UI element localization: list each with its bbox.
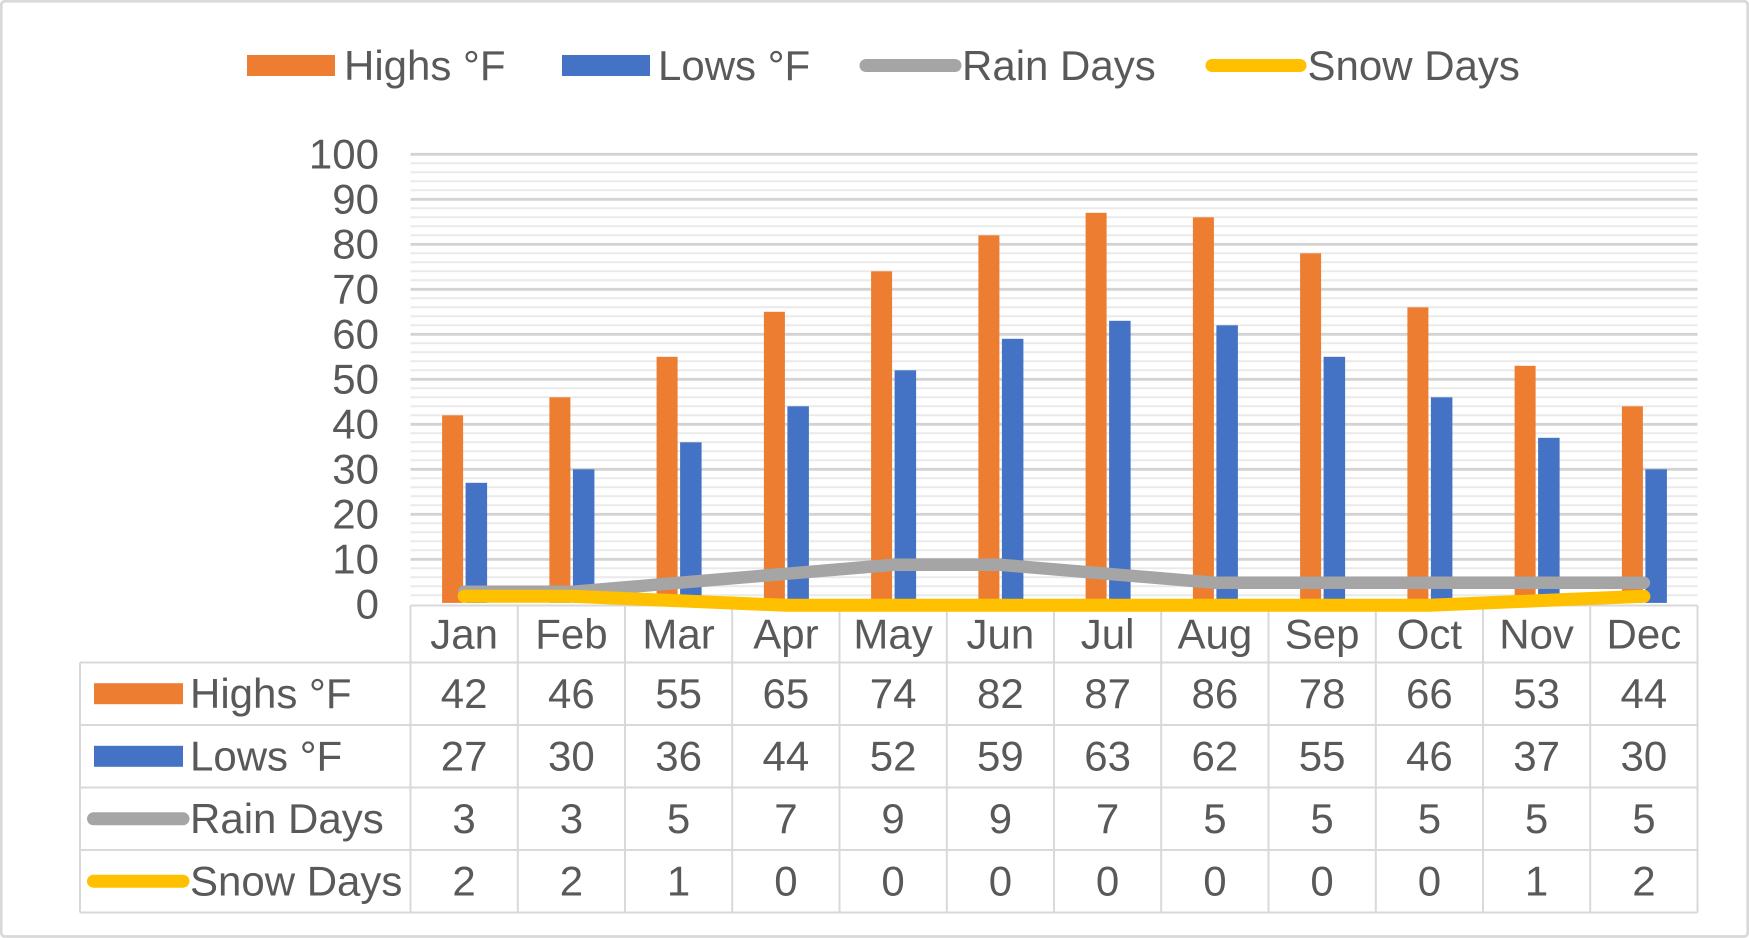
svg-text:30: 30 <box>332 446 379 493</box>
svg-text:10: 10 <box>332 536 379 583</box>
svg-text:Apr: Apr <box>753 610 818 657</box>
svg-text:1: 1 <box>1525 858 1548 905</box>
svg-text:9: 9 <box>881 795 904 842</box>
svg-text:50: 50 <box>332 356 379 403</box>
svg-text:42: 42 <box>441 670 488 717</box>
svg-text:0: 0 <box>1310 858 1333 905</box>
svg-text:Jan: Jan <box>430 610 498 657</box>
svg-text:65: 65 <box>763 670 810 717</box>
svg-text:Mar: Mar <box>642 610 714 657</box>
svg-text:Snow Days: Snow Days <box>190 858 402 905</box>
svg-text:9: 9 <box>989 795 1012 842</box>
svg-text:30: 30 <box>1621 733 1668 780</box>
svg-text:Snow Days: Snow Days <box>1308 42 1520 89</box>
svg-text:52: 52 <box>870 733 917 780</box>
svg-text:5: 5 <box>1632 795 1655 842</box>
svg-text:0: 0 <box>356 581 379 628</box>
svg-text:0: 0 <box>1203 858 1226 905</box>
svg-text:37: 37 <box>1513 733 1560 780</box>
svg-text:Rain Days: Rain Days <box>962 42 1156 89</box>
svg-text:55: 55 <box>1299 733 1346 780</box>
svg-text:5: 5 <box>667 795 690 842</box>
svg-text:Jun: Jun <box>967 610 1035 657</box>
svg-text:5: 5 <box>1203 795 1226 842</box>
svg-text:2: 2 <box>1632 858 1655 905</box>
svg-text:Oct: Oct <box>1397 610 1463 657</box>
svg-text:78: 78 <box>1299 670 1346 717</box>
svg-text:100: 100 <box>309 131 379 178</box>
svg-text:2: 2 <box>560 858 583 905</box>
svg-text:5: 5 <box>1525 795 1548 842</box>
svg-text:0: 0 <box>1096 858 1119 905</box>
svg-text:27: 27 <box>441 733 488 780</box>
svg-text:66: 66 <box>1406 670 1453 717</box>
svg-text:36: 36 <box>655 733 702 780</box>
svg-text:46: 46 <box>1406 733 1453 780</box>
svg-text:60: 60 <box>332 311 379 358</box>
svg-text:90: 90 <box>332 176 379 223</box>
svg-text:70: 70 <box>332 266 379 313</box>
svg-text:Feb: Feb <box>535 610 607 657</box>
svg-text:Lows °F: Lows °F <box>658 42 810 89</box>
svg-text:May: May <box>853 610 932 657</box>
svg-text:3: 3 <box>452 795 475 842</box>
svg-text:86: 86 <box>1192 670 1239 717</box>
svg-text:Nov: Nov <box>1499 610 1574 657</box>
svg-text:Jul: Jul <box>1081 610 1135 657</box>
svg-text:5: 5 <box>1310 795 1333 842</box>
svg-text:7: 7 <box>1096 795 1119 842</box>
svg-text:55: 55 <box>655 670 702 717</box>
svg-text:5: 5 <box>1418 795 1441 842</box>
svg-text:53: 53 <box>1513 670 1560 717</box>
svg-text:0: 0 <box>881 858 904 905</box>
svg-text:0: 0 <box>989 858 1012 905</box>
svg-text:63: 63 <box>1084 733 1131 780</box>
svg-text:59: 59 <box>977 733 1024 780</box>
svg-text:7: 7 <box>774 795 797 842</box>
svg-text:62: 62 <box>1192 733 1239 780</box>
svg-text:82: 82 <box>977 670 1024 717</box>
svg-text:46: 46 <box>548 670 595 717</box>
svg-text:Sep: Sep <box>1285 610 1360 657</box>
svg-text:2: 2 <box>452 858 475 905</box>
svg-text:Highs °F: Highs °F <box>344 42 506 89</box>
svg-text:0: 0 <box>1418 858 1441 905</box>
svg-text:3: 3 <box>560 795 583 842</box>
svg-text:87: 87 <box>1084 670 1131 717</box>
svg-text:0: 0 <box>774 858 797 905</box>
svg-text:Aug: Aug <box>1178 610 1253 657</box>
svg-text:44: 44 <box>1621 670 1668 717</box>
svg-text:Rain Days: Rain Days <box>190 795 384 842</box>
svg-text:Dec: Dec <box>1607 610 1682 657</box>
svg-text:80: 80 <box>332 221 379 268</box>
svg-text:1: 1 <box>667 858 690 905</box>
svg-text:20: 20 <box>332 491 379 538</box>
svg-text:40: 40 <box>332 401 379 448</box>
svg-text:Lows °F: Lows °F <box>190 733 342 780</box>
svg-text:Highs °F: Highs °F <box>190 670 352 717</box>
svg-text:30: 30 <box>548 733 595 780</box>
svg-text:44: 44 <box>763 733 810 780</box>
svg-text:74: 74 <box>870 670 917 717</box>
